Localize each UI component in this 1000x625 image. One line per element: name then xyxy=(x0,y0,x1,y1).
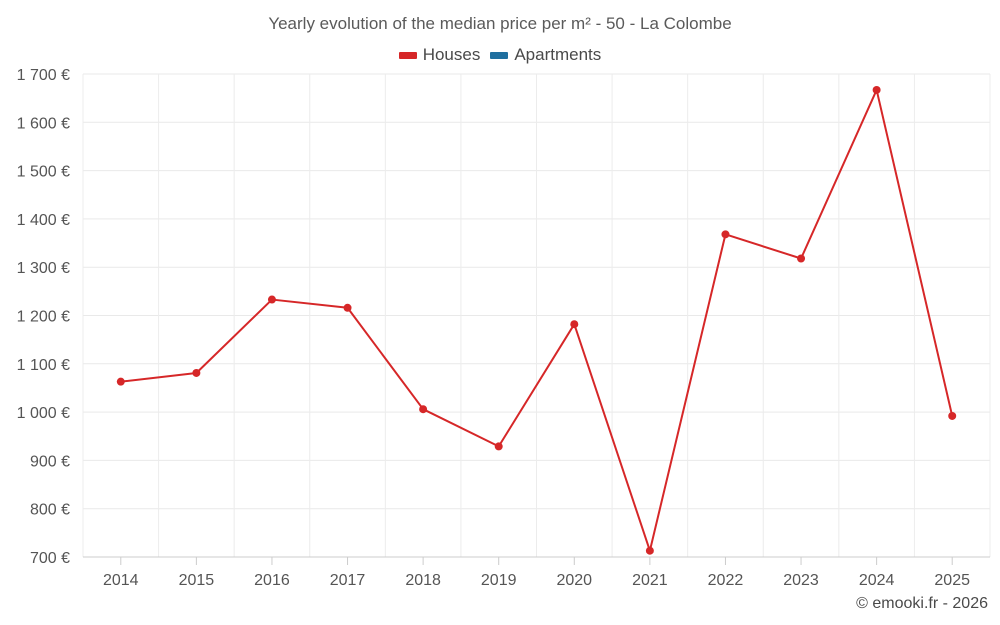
y-tick-label: 1 500 € xyxy=(17,164,70,181)
legend-item-houses[interactable]: Houses xyxy=(398,45,481,65)
x-tick-label: 2024 xyxy=(859,572,895,589)
data-point-houses xyxy=(721,230,730,239)
data-point-houses xyxy=(494,442,503,451)
data-point-houses xyxy=(343,303,352,312)
y-tick-label: 1 600 € xyxy=(17,115,70,132)
x-tick-label: 2023 xyxy=(783,572,819,589)
y-tick-label: 1 100 € xyxy=(17,357,70,374)
x-tick-label: 2018 xyxy=(405,572,441,589)
data-point-houses xyxy=(570,320,579,329)
x-tick-label: 2020 xyxy=(556,572,592,589)
legend: Houses Apartments xyxy=(0,45,1000,65)
data-point-houses xyxy=(192,368,201,377)
x-tick-label: 2022 xyxy=(708,572,744,589)
legend-label-houses: Houses xyxy=(422,45,481,64)
y-tick-label: 800 € xyxy=(30,502,70,519)
y-tick-label: 900 € xyxy=(30,453,70,470)
legend-swatch-apartments xyxy=(490,51,509,59)
legend-label-apartments: Apartments xyxy=(514,45,602,64)
y-tick-label: 1 400 € xyxy=(17,212,70,229)
chart-title: Yearly evolution of the median price per… xyxy=(268,14,732,33)
legend-item-apartments[interactable]: Apartments xyxy=(490,45,601,65)
y-tick-label: 1 200 € xyxy=(17,309,70,326)
data-point-houses xyxy=(645,546,654,555)
y-tick-label: 1 700 € xyxy=(17,67,70,84)
credit-text: © emooki.fr - 2026 xyxy=(856,595,988,612)
data-point-houses xyxy=(797,254,806,263)
data-point-houses xyxy=(419,405,428,414)
y-tick-label: 700 € xyxy=(30,550,70,567)
x-tick-label: 2014 xyxy=(103,572,139,589)
x-tick-label: 2025 xyxy=(934,572,970,589)
x-tick-label: 2021 xyxy=(632,572,668,589)
data-point-houses xyxy=(116,377,125,386)
data-point-houses xyxy=(267,295,276,304)
x-tick-label: 2015 xyxy=(179,572,215,589)
x-tick-label: 2017 xyxy=(330,572,366,589)
x-tick-label: 2016 xyxy=(254,572,290,589)
x-tick-label: 2019 xyxy=(481,572,517,589)
series-line-houses xyxy=(120,88,954,552)
y-tick-label: 1 000 € xyxy=(17,405,70,422)
data-point-houses xyxy=(872,85,881,94)
legend-swatch-houses xyxy=(398,51,417,59)
data-point-houses xyxy=(948,411,957,420)
y-tick-label: 1 300 € xyxy=(17,260,70,277)
